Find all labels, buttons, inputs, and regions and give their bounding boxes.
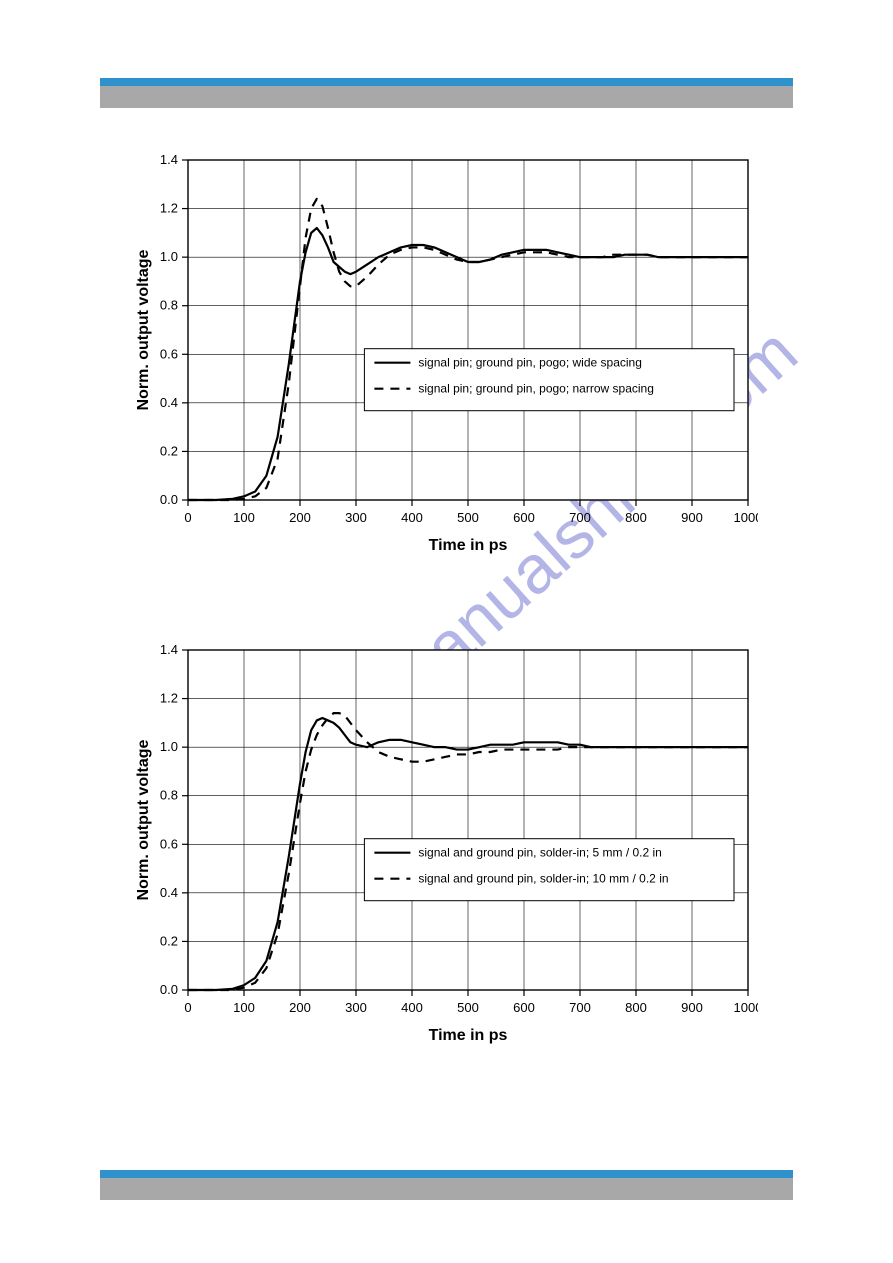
chart-step-response-solderin: 0 100 200 300 400 500 600 700 800 900 1000 0.0 0.2 0.… [130,640,770,1055]
svg-text:500: 500 [457,510,479,525]
svg-text:0.6: 0.6 [160,346,178,361]
svg-text:0.8: 0.8 [160,788,178,803]
svg-text:700: 700 [569,1000,591,1015]
svg-text:1.0: 1.0 [160,249,178,264]
svg-text:Norm. output voltage: Norm. output voltage [135,249,152,410]
svg-text:800: 800 [625,510,647,525]
svg-text:1.2: 1.2 [160,691,178,706]
header-gray-stripe [100,86,793,108]
svg-text:Norm. output voltage: Norm. output voltage [135,739,152,900]
chart1-svg: 0 100 200 300 400 500 600 700 800 900 1000 0.0 0.2 0.… [130,150,758,565]
svg-text:1.4: 1.4 [160,152,178,167]
svg-text:600: 600 [513,1000,535,1015]
page-header-bar [100,78,793,108]
svg-text:1000: 1000 [734,510,758,525]
svg-text:300: 300 [345,510,367,525]
svg-text:400: 400 [401,510,423,525]
svg-text:800: 800 [625,1000,647,1015]
svg-text:signal and ground pin, solder-: signal and ground pin, solder-in; 10 mm … [418,872,668,886]
svg-text:signal pin; ground pin, pogo;: signal pin; ground pin, pogo; wide spaci… [418,356,642,370]
svg-text:0.0: 0.0 [160,492,178,507]
svg-text:0.6: 0.6 [160,836,178,851]
svg-text:900: 900 [681,1000,703,1015]
svg-text:0: 0 [184,1000,191,1015]
footer-gray-stripe [100,1178,793,1200]
chart2-svg: 0 100 200 300 400 500 600 700 800 900 1000 0.0 0.2 0.… [130,640,758,1055]
svg-text:Time in ps: Time in ps [429,537,508,554]
svg-text:0.0: 0.0 [160,982,178,997]
svg-text:900: 900 [681,510,703,525]
svg-text:0.8: 0.8 [160,298,178,313]
svg-text:0.2: 0.2 [160,933,178,948]
chart-step-response-pogo: 0 100 200 300 400 500 600 700 800 900 1000 0.0 0.2 0.… [130,150,770,565]
svg-text:100: 100 [233,1000,255,1015]
page-footer-bar [100,1170,793,1200]
svg-text:signal and ground pin, solder-: signal and ground pin, solder-in; 5 mm /… [418,846,661,860]
svg-text:1000: 1000 [734,1000,758,1015]
svg-text:1.4: 1.4 [160,642,178,657]
svg-text:200: 200 [289,510,311,525]
svg-text:signal pin; ground pin, pogo;: signal pin; ground pin, pogo; narrow spa… [418,382,654,396]
svg-text:Time in ps: Time in ps [429,1027,508,1044]
svg-text:0.4: 0.4 [160,885,178,900]
footer-blue-stripe [100,1170,793,1178]
svg-text:0.2: 0.2 [160,443,178,458]
svg-text:300: 300 [345,1000,367,1015]
svg-text:400: 400 [401,1000,423,1015]
svg-text:100: 100 [233,510,255,525]
svg-text:500: 500 [457,1000,479,1015]
svg-text:700: 700 [569,510,591,525]
svg-text:0.4: 0.4 [160,395,178,410]
svg-text:600: 600 [513,510,535,525]
svg-text:200: 200 [289,1000,311,1015]
svg-text:1.2: 1.2 [160,201,178,216]
svg-text:0: 0 [184,510,191,525]
header-blue-stripe [100,78,793,86]
svg-text:1.0: 1.0 [160,739,178,754]
